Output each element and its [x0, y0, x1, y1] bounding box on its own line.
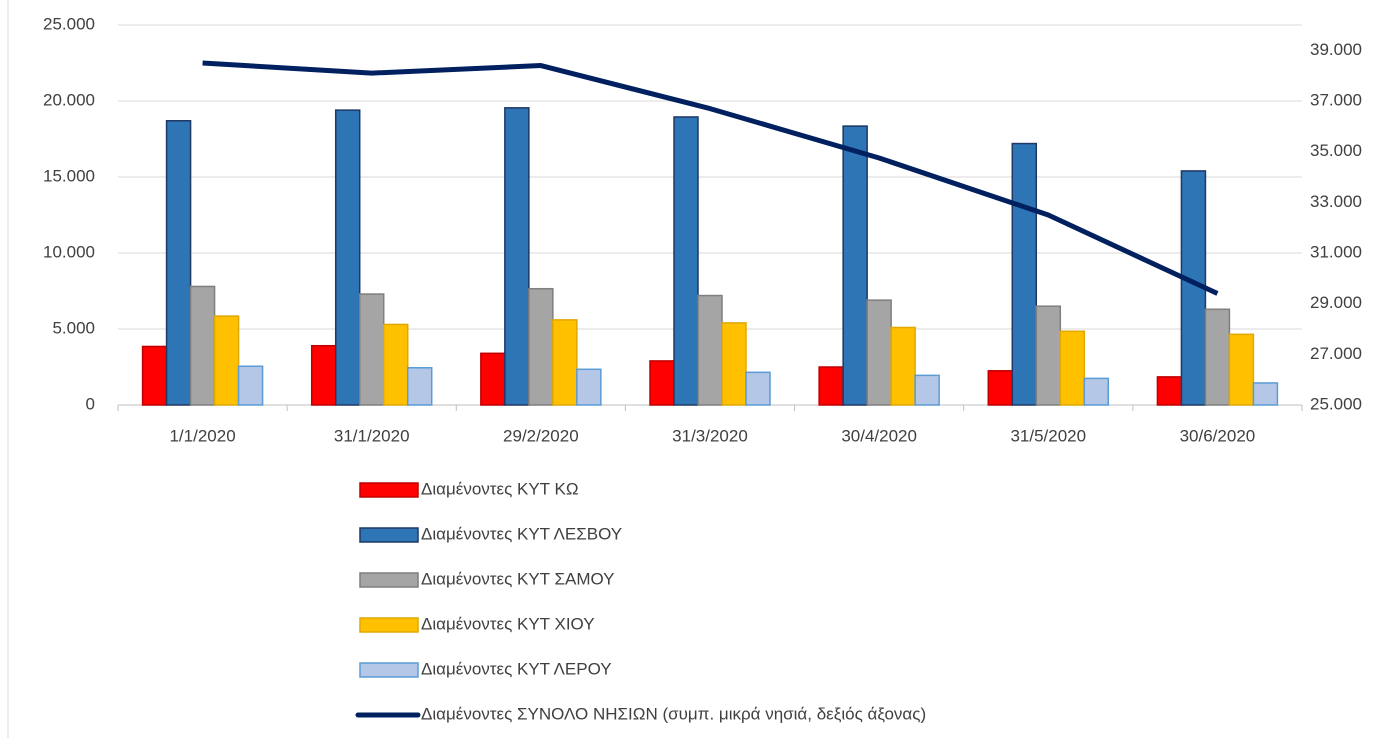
bar — [1156, 376, 1183, 406]
bar — [1252, 382, 1279, 406]
y-tick-label: 0 — [86, 394, 95, 413]
bar — [914, 374, 940, 406]
y2-tick-label: 25.000 — [1310, 394, 1362, 413]
bar — [528, 287, 554, 406]
bar — [987, 370, 1014, 406]
bar — [1228, 333, 1255, 406]
line-series — [202, 60, 1219, 296]
y2-tick-label: 29.000 — [1310, 293, 1362, 312]
x-tick-label: 31/5/2020 — [1010, 426, 1086, 445]
y2-tick-label: 35.000 — [1310, 141, 1362, 160]
legend-label: Διαμένοντες ΚΥΤ ΣΑΜΟΥ — [421, 569, 615, 588]
legend-label: Διαμένοντες ΚΥΤ ΛΕΣΒΟΥ — [421, 524, 622, 543]
y2-tick-label: 31.000 — [1310, 242, 1362, 261]
bar — [673, 116, 699, 406]
legend-label: Διαμένοντες ΚΥΤ ΛΕΡΟΥ — [421, 659, 612, 678]
y-tick-label: 25.000 — [43, 14, 95, 33]
bar — [745, 371, 771, 406]
legend-swatch — [359, 662, 419, 678]
bar — [1035, 305, 1062, 406]
y-tick-label: 5.000 — [52, 318, 95, 337]
bar — [189, 285, 216, 406]
y2-tick-label: 37.000 — [1310, 90, 1362, 109]
legend-swatch — [359, 527, 419, 543]
legend-label: Διαμένοντες ΚΥΤ ΚΩ — [421, 479, 579, 498]
legend-swatch — [359, 482, 419, 498]
bar — [1059, 330, 1086, 406]
bar — [504, 107, 530, 406]
bar — [1204, 308, 1231, 406]
bar — [358, 293, 385, 406]
bar — [237, 365, 264, 406]
y2-tick-label: 39.000 — [1310, 40, 1362, 59]
legend-label: Διαμένοντες ΣΥΝΟΛΟ ΝΗΣΙΩΝ (συμπ. μικρά ν… — [421, 704, 926, 723]
bar — [576, 368, 602, 406]
bar — [165, 120, 192, 406]
x-tick-label: 30/6/2020 — [1180, 426, 1256, 445]
bar — [721, 322, 747, 406]
x-tick-label: 29/2/2020 — [503, 426, 579, 445]
legend-swatch — [359, 572, 419, 588]
x-tick-label: 30/4/2020 — [841, 426, 917, 445]
x-tick-label: 31/3/2020 — [672, 426, 748, 445]
x-tick-label: 1/1/2020 — [169, 426, 235, 445]
bar — [1011, 142, 1038, 406]
bar — [310, 344, 337, 406]
bar — [141, 345, 168, 406]
y2-tick-label: 27.000 — [1310, 344, 1362, 363]
x-tick-label: 31/1/2020 — [334, 426, 410, 445]
bar — [890, 326, 916, 406]
bar — [842, 125, 868, 406]
bar — [552, 319, 578, 406]
y2-tick-label: 33.000 — [1310, 192, 1362, 211]
legend-swatch — [359, 617, 419, 633]
bar — [697, 294, 723, 406]
bar — [649, 360, 675, 406]
bar — [1083, 377, 1110, 406]
y-tick-label: 15.000 — [43, 166, 95, 185]
bar — [382, 323, 409, 406]
bar — [406, 367, 433, 406]
bar — [334, 109, 361, 406]
bar — [480, 352, 506, 406]
bar — [818, 366, 844, 406]
y-tick-label: 20.000 — [43, 90, 95, 109]
bar — [866, 299, 892, 406]
bar — [213, 315, 240, 406]
legend-label: Διαμένοντες ΚΥΤ ΧΙΟΥ — [421, 614, 595, 633]
y-tick-label: 10.000 — [43, 242, 95, 261]
